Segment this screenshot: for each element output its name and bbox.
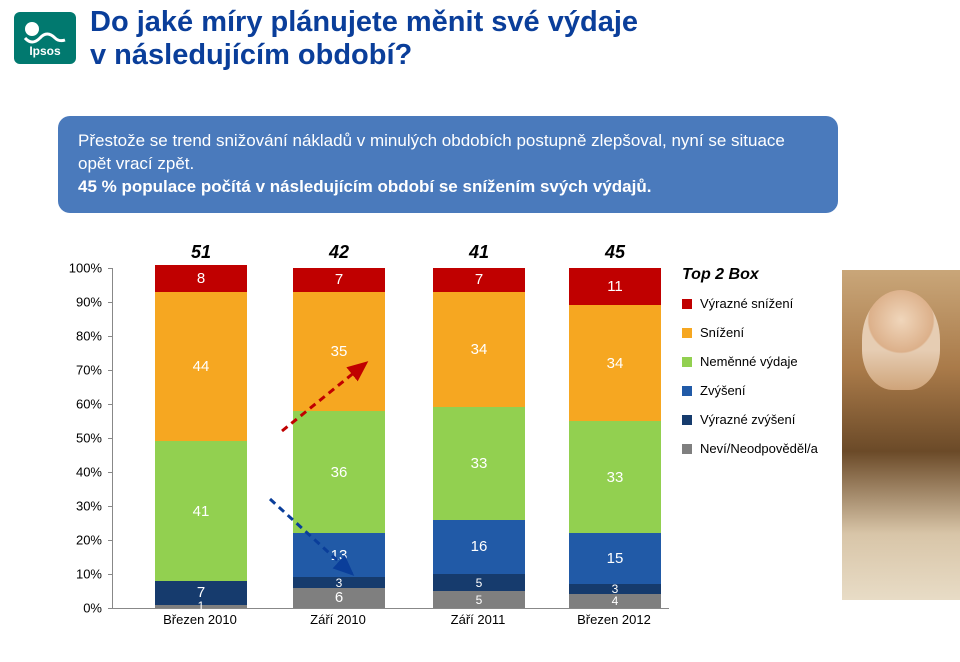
title-line1: Do jaké míry plánujete měnit své výdaje: [90, 6, 820, 39]
legend-item: Výrazné snížení: [682, 296, 832, 311]
bar-segment: 4: [569, 594, 661, 608]
legend-swatch: [682, 415, 692, 425]
top2box-label: 41: [433, 242, 525, 263]
logo-text: Ipsos: [29, 44, 61, 58]
x-tick-label: Září 2011: [418, 612, 538, 627]
bar-column: 1134331534: [569, 268, 661, 608]
title-line2: v následujícím období?: [90, 39, 820, 72]
y-tick-label: 70%: [76, 363, 102, 378]
top2box-label: 51: [155, 242, 247, 263]
bar-segment: 33: [433, 407, 525, 519]
callout-text-2: 45 % populace počítá v následujícím obdo…: [78, 176, 818, 199]
bar-segment: 1: [155, 605, 247, 608]
legend-label: Neví/Neodpověděl/a: [700, 441, 818, 456]
top2box-label: 42: [293, 242, 385, 263]
legend-item: Snížení: [682, 325, 832, 340]
bar-segment: 34: [433, 292, 525, 408]
bar-segment: 41: [155, 441, 247, 580]
legend-item: Výrazné zvýšení: [682, 412, 832, 427]
y-tick-label: 80%: [76, 329, 102, 344]
legend-swatch: [682, 328, 692, 338]
bar-segment: 35: [293, 292, 385, 411]
bar-segment: 7: [293, 268, 385, 292]
bar-segment: 3: [569, 584, 661, 594]
x-tick-label: Září 2010: [278, 612, 398, 627]
slide-title: Do jaké míry plánujete měnit své výdaje …: [90, 6, 820, 72]
legend-label: Výrazné zvýšení: [700, 412, 795, 427]
bar-column: 734331655: [433, 268, 525, 608]
legend-label: Výrazné snížení: [700, 296, 793, 311]
bar-segment: 6: [293, 588, 385, 608]
y-tick-label: 90%: [76, 295, 102, 310]
y-tick-label: 30%: [76, 499, 102, 514]
y-tick-label: 10%: [76, 567, 102, 582]
legend-title: Top 2 Box: [682, 266, 832, 284]
legend-label: Snížení: [700, 325, 744, 340]
x-tick-label: Březen 2012: [554, 612, 674, 627]
callout-text-1: Přestože se trend snižování nákladů v mi…: [78, 130, 818, 176]
legend-swatch: [682, 357, 692, 367]
y-axis: 0%10%20%30%40%50%60%70%80%90%100%: [58, 268, 108, 608]
summary-callout: Přestože se trend snižování nákladů v mi…: [58, 116, 838, 213]
slide: Ipsos Do jaké míry plánujete měnit své v…: [0, 0, 960, 662]
bar-segment: 11: [569, 268, 661, 305]
legend-label: Neměnné výdaje: [700, 354, 798, 369]
stacked-bar-chart: 0%10%20%30%40%50%60%70%80%90%100% 844417…: [58, 268, 668, 644]
y-tick-label: 0%: [83, 601, 102, 616]
y-tick-label: 60%: [76, 397, 102, 412]
legend-swatch: [682, 386, 692, 396]
y-tick-label: 20%: [76, 533, 102, 548]
bar-column: 8444171: [155, 265, 247, 608]
bar-segment: 44: [155, 292, 247, 442]
bar-segment: 33: [569, 421, 661, 533]
decorative-photo: [842, 270, 960, 600]
y-tick-label: 50%: [76, 431, 102, 446]
bar-segment: 13: [293, 533, 385, 577]
legend-item: Zvýšení: [682, 383, 832, 398]
ipsos-logo-icon: Ipsos: [20, 18, 70, 58]
bar-segment: 36: [293, 411, 385, 533]
bar-column: 735361336: [293, 268, 385, 608]
bar-segment: 5: [433, 574, 525, 591]
bar-segment: 15: [569, 533, 661, 584]
y-tick-label: 40%: [76, 465, 102, 480]
legend-item: Neměnné výdaje: [682, 354, 832, 369]
bar-segment: 7: [433, 268, 525, 292]
legend-item: Neví/Neodpověděl/a: [682, 441, 832, 456]
bar-segment: 8: [155, 265, 247, 292]
legend: Top 2 Box Výrazné snížení Snížení Neměnné …: [682, 266, 832, 470]
bar-segment: 5: [433, 591, 525, 608]
legend-swatch: [682, 299, 692, 309]
x-axis-labels: Březen 2010Září 2010Září 2011Březen 2012: [112, 612, 668, 636]
legend-label: Zvýšení: [700, 383, 746, 398]
plot-area: 8444171517353613364273433165541113433153…: [112, 268, 669, 609]
legend-swatch: [682, 444, 692, 454]
bar-segment: 16: [433, 520, 525, 574]
top2box-label: 45: [569, 242, 661, 263]
bar-segment: 34: [569, 305, 661, 421]
x-tick-label: Březen 2010: [140, 612, 260, 627]
brand-logo: Ipsos: [14, 12, 76, 64]
bar-segment: 3: [293, 577, 385, 587]
y-tick-label: 100%: [69, 261, 102, 276]
